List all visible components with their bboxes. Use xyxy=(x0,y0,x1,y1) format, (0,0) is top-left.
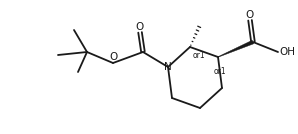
Text: or1: or1 xyxy=(214,67,226,76)
Text: O: O xyxy=(135,21,143,31)
Text: O: O xyxy=(246,10,254,20)
Text: or1: or1 xyxy=(193,51,206,60)
Text: N: N xyxy=(164,62,172,72)
Text: OH: OH xyxy=(279,47,295,57)
Text: O: O xyxy=(109,53,117,62)
Polygon shape xyxy=(218,40,254,57)
